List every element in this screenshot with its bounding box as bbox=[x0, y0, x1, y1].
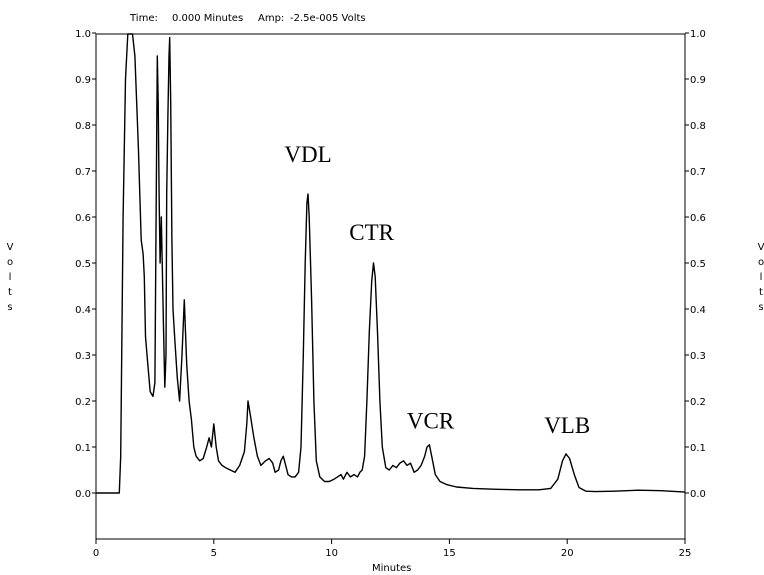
peak-annotations: VDL CTR VCR VLB bbox=[284, 142, 590, 438]
trace-line bbox=[96, 33, 686, 494]
peak-label-vcr: VCR bbox=[407, 409, 455, 434]
y-tick-label-right: 1.0 bbox=[690, 29, 706, 40]
x-tick-label: 5 bbox=[211, 548, 217, 559]
y-tick-label-right: 0.7 bbox=[690, 167, 706, 178]
y-tick-label-left: 1.0 bbox=[75, 29, 91, 40]
y-tick-label-left: 0.5 bbox=[75, 259, 91, 270]
y-tick-label-left: 0.1 bbox=[75, 443, 91, 454]
y-tick-label-left: 0.4 bbox=[75, 305, 91, 316]
x-tick-label: 25 bbox=[679, 548, 692, 559]
y-tick-label-left: 0.7 bbox=[75, 167, 91, 178]
plot-frame bbox=[95, 33, 686, 540]
amp-label: Amp: bbox=[258, 13, 284, 24]
y-tick-label-left: 0.6 bbox=[75, 213, 91, 224]
amp-value: -2.5e-005 Volts bbox=[290, 13, 366, 24]
y-tick-label-right: 0.9 bbox=[690, 75, 706, 86]
x-tick-label: 10 bbox=[325, 548, 338, 559]
y-tick-label-right: 0.8 bbox=[690, 121, 706, 132]
x-tick-label: 20 bbox=[561, 548, 574, 559]
peak-label-vlb: VLB bbox=[544, 413, 590, 438]
x-tick-label: 0 bbox=[93, 548, 99, 559]
y-tick-label-right: 0.1 bbox=[690, 443, 706, 454]
y-tick-label-right: 0.5 bbox=[690, 259, 706, 270]
y-tick-label-left: 0.3 bbox=[75, 351, 91, 362]
peak-label-vdl: VDL bbox=[284, 142, 331, 167]
y-tick-label-right: 0.0 bbox=[690, 489, 706, 500]
y-tick-label-left: 0.0 bbox=[75, 489, 91, 500]
y-tick-label-left: 0.8 bbox=[75, 121, 91, 132]
y-tick-label-right: 0.6 bbox=[690, 213, 706, 224]
y-tick-label-left: 0.2 bbox=[75, 397, 91, 408]
y-tick-label-left: 0.9 bbox=[75, 75, 91, 86]
x-tick-label: 15 bbox=[443, 548, 456, 559]
time-label: Time: bbox=[129, 13, 158, 24]
y-tick-label-right: 0.2 bbox=[690, 397, 706, 408]
peak-label-ctr: CTR bbox=[349, 220, 394, 245]
x-axis-title: Minutes bbox=[372, 563, 411, 574]
axis-ticks: 0.0 0.0 0.1 0.1 0.2 0.2 0.3 0.3 0.4 0.4 0.5 0.5 0.6 0… bbox=[75, 29, 706, 559]
y-tick-label-right: 0.3 bbox=[690, 351, 706, 362]
time-value: 0.000 Minutes bbox=[172, 13, 243, 24]
y-tick-label-right: 0.4 bbox=[690, 305, 706, 316]
